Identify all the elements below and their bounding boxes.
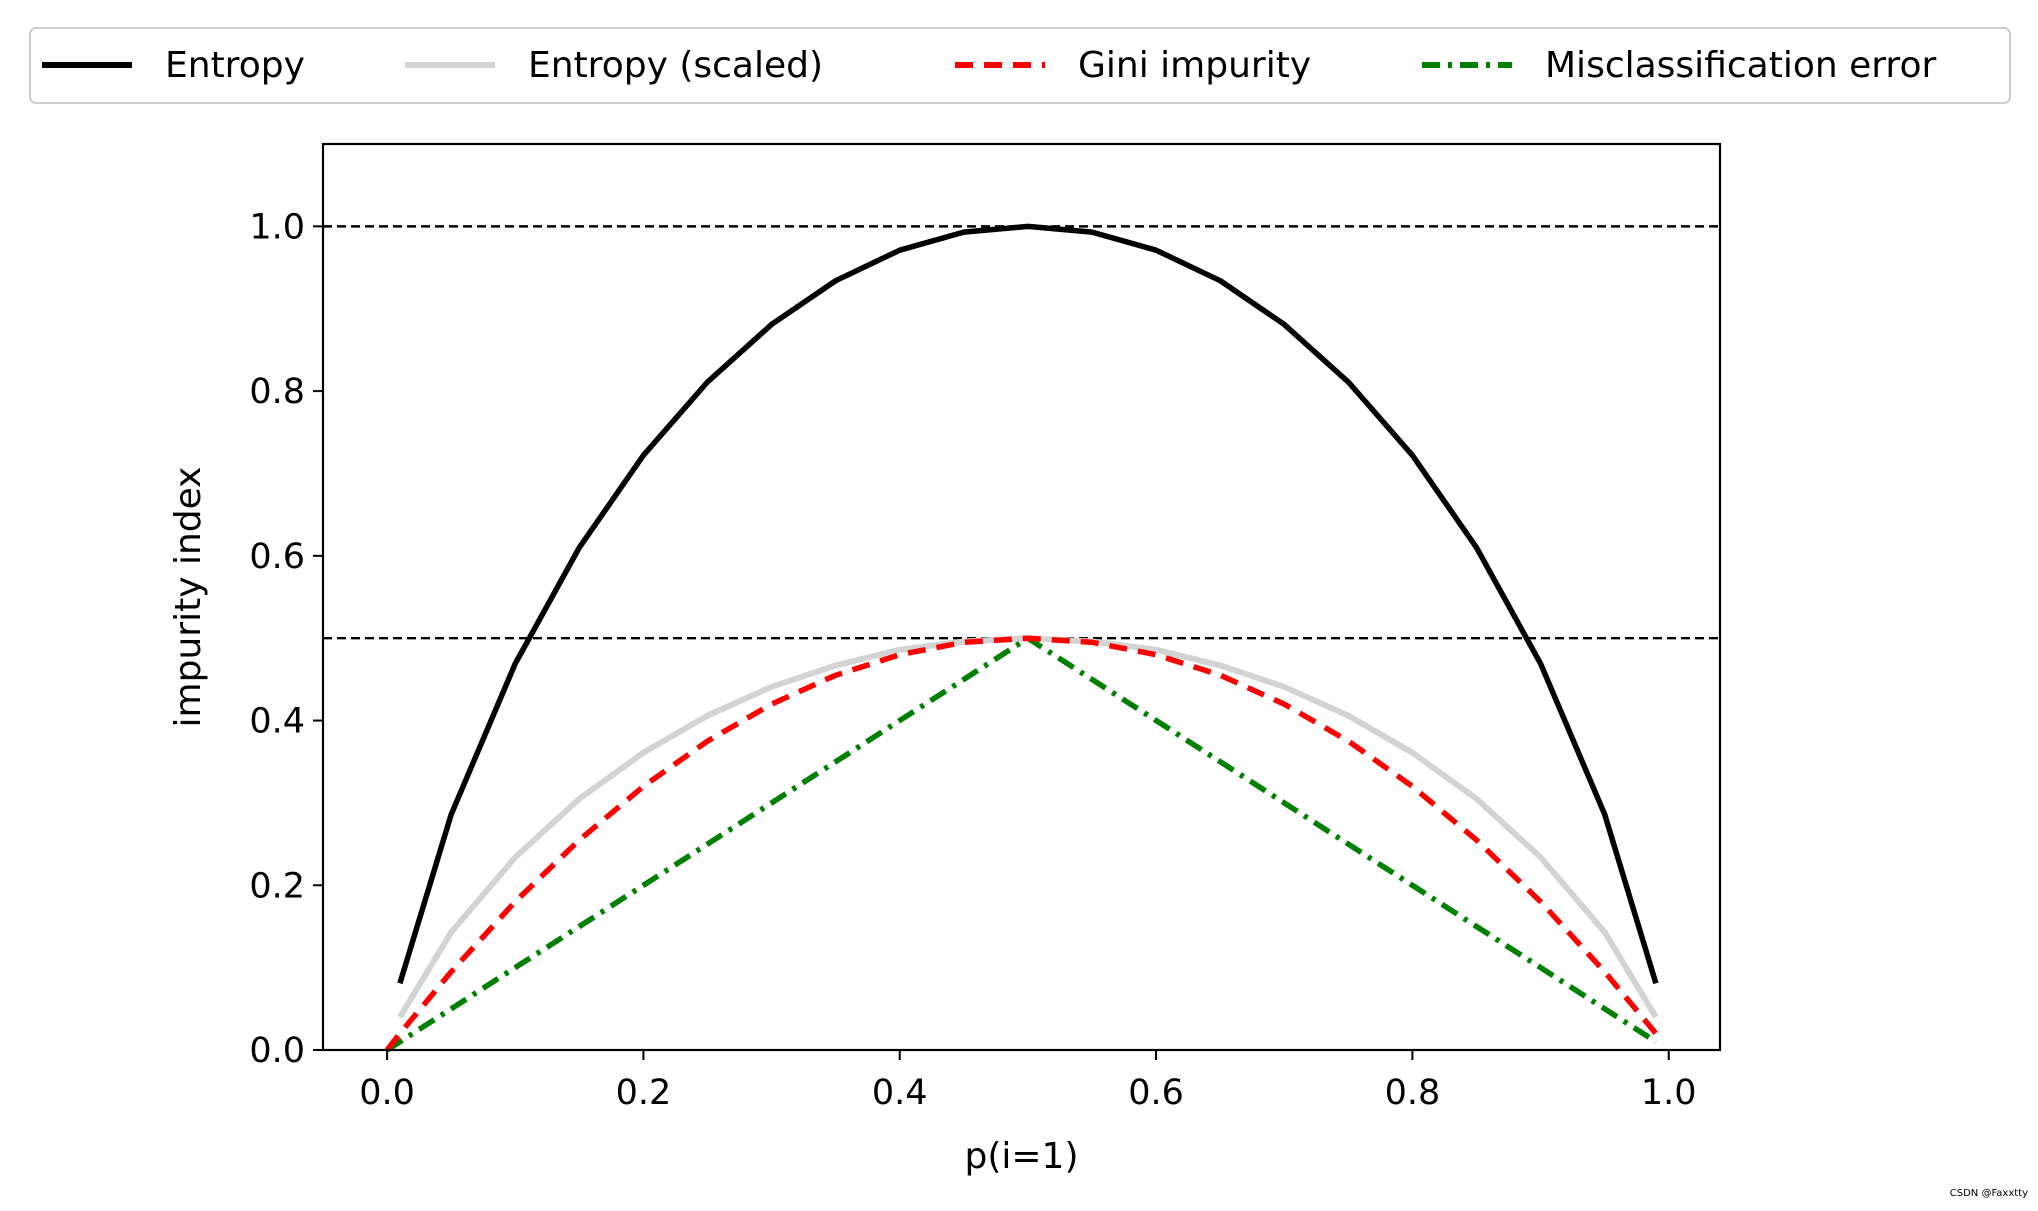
y-tick-label: 0.8 [249,372,305,412]
reference-lines [323,225,1720,640]
series-line-entropy [397,223,1659,985]
y-tick-label: 0.0 [249,1031,305,1071]
legend: Entropy Entropy (scaled) Gini impurity Misc… [29,27,2011,104]
x-tick-label: 0.2 [616,1073,672,1113]
watermark-text: CSDN @Faxxtty [1950,1188,2028,1199]
y-tick-label: 0.6 [249,537,305,577]
y-axis-label: impurity index [168,467,209,728]
x-tick-label: 1.0 [1641,1073,1697,1113]
x-tick-label: 0.4 [872,1073,928,1113]
series-lines [384,223,1659,1053]
x-axis-label: p(i=1) [964,1136,1078,1177]
axis-ticks: 0.0 0.2 0.4 0.6 0.8 1.0 0.0 0.2 0.4 0.6 0.8 1.0 [249,207,1696,1113]
x-tick-label: 0.8 [1385,1073,1441,1113]
y-tick-label: 0.4 [249,702,305,742]
x-tick-label: 0.0 [359,1073,415,1113]
x-tick-label: 0.6 [1128,1073,1184,1113]
plot-frame [321,142,1722,1052]
legend-label: Gini impurity [1078,45,1311,86]
legend-label: Entropy (scaled) [528,45,823,86]
series-line-misclassification-error [385,635,1658,1053]
y-tick-label: 1.0 [249,207,305,247]
series-line-gini-impurity [384,635,1659,1052]
legend-label: Misclassification error [1545,45,1936,86]
legend-label: Entropy [165,45,305,86]
y-tick-label: 0.2 [249,866,305,906]
